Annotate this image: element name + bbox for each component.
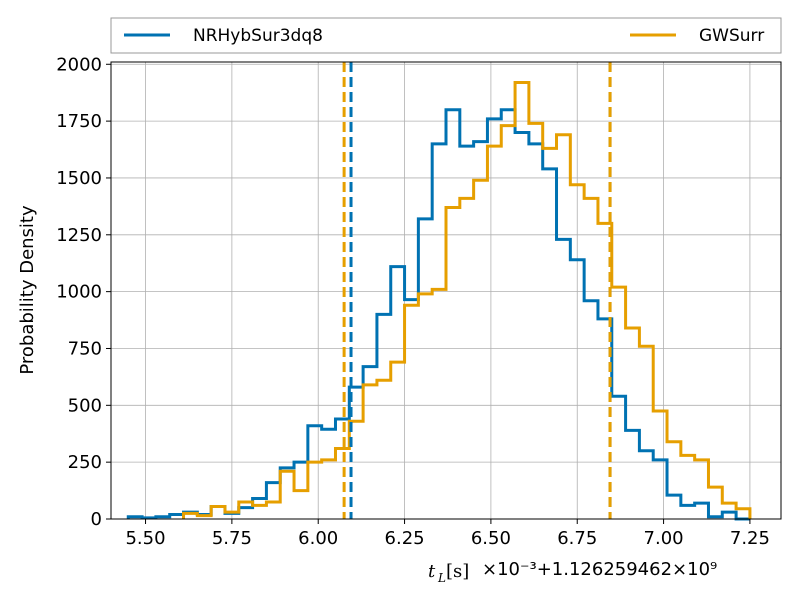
x-axis-label-symbol: t (428, 561, 436, 582)
credible-interval-lines (342, 62, 612, 519)
x-axis-offset-text: ×10⁻³+1.126259462×10⁹ (482, 559, 717, 580)
y-tick-label: 1750 (56, 111, 102, 132)
y-tick-label: 2000 (56, 54, 102, 75)
legend-label-gwsurr: GWSurr (699, 26, 764, 46)
legend-label-nrhybsur3dq8: NRHybSur3dq8 (193, 26, 323, 46)
x-tick-label: 5.75 (212, 528, 252, 549)
x-axis-ticks: 5.50 5.75 6.00 6.25 6.50 6.75 7.00 7.25 (125, 519, 770, 549)
legend: NRHybSur3dq8 GWSurr (110, 17, 782, 54)
y-tick-label: 750 (68, 338, 102, 359)
y-axis-ticks: 0 250 500 750 1000 1250 1500 1750 2000 (56, 54, 111, 530)
series-layer (126, 80, 752, 521)
histogram-step-nrhybsur3dq8 (126, 108, 750, 521)
x-tick-label: 5.50 (125, 528, 165, 549)
x-tick-label: 6.50 (471, 528, 511, 549)
x-tick-label: 6.75 (557, 528, 597, 549)
x-axis-label-subscript: L (437, 571, 446, 585)
x-tick-label: 6.25 (385, 528, 425, 549)
x-axis-label: t L [s] (428, 561, 469, 585)
y-tick-label: 0 (91, 509, 102, 530)
y-tick-label: 1500 (56, 168, 102, 189)
plot-frame (110, 61, 782, 520)
y-axis-label: Probability Density (17, 205, 38, 375)
y-tick-label: 250 (68, 452, 102, 473)
x-tick-label: 7.00 (644, 528, 684, 549)
x-tick-label: 6.00 (298, 528, 338, 549)
x-tick-label: 7.25 (730, 528, 770, 549)
x-axis-label-unit: [s] (446, 561, 469, 582)
histogram-step-gwsurr (182, 80, 752, 519)
y-tick-label: 500 (68, 395, 102, 416)
y-tick-label: 1000 (56, 282, 102, 303)
y-tick-label: 1250 (56, 225, 102, 246)
